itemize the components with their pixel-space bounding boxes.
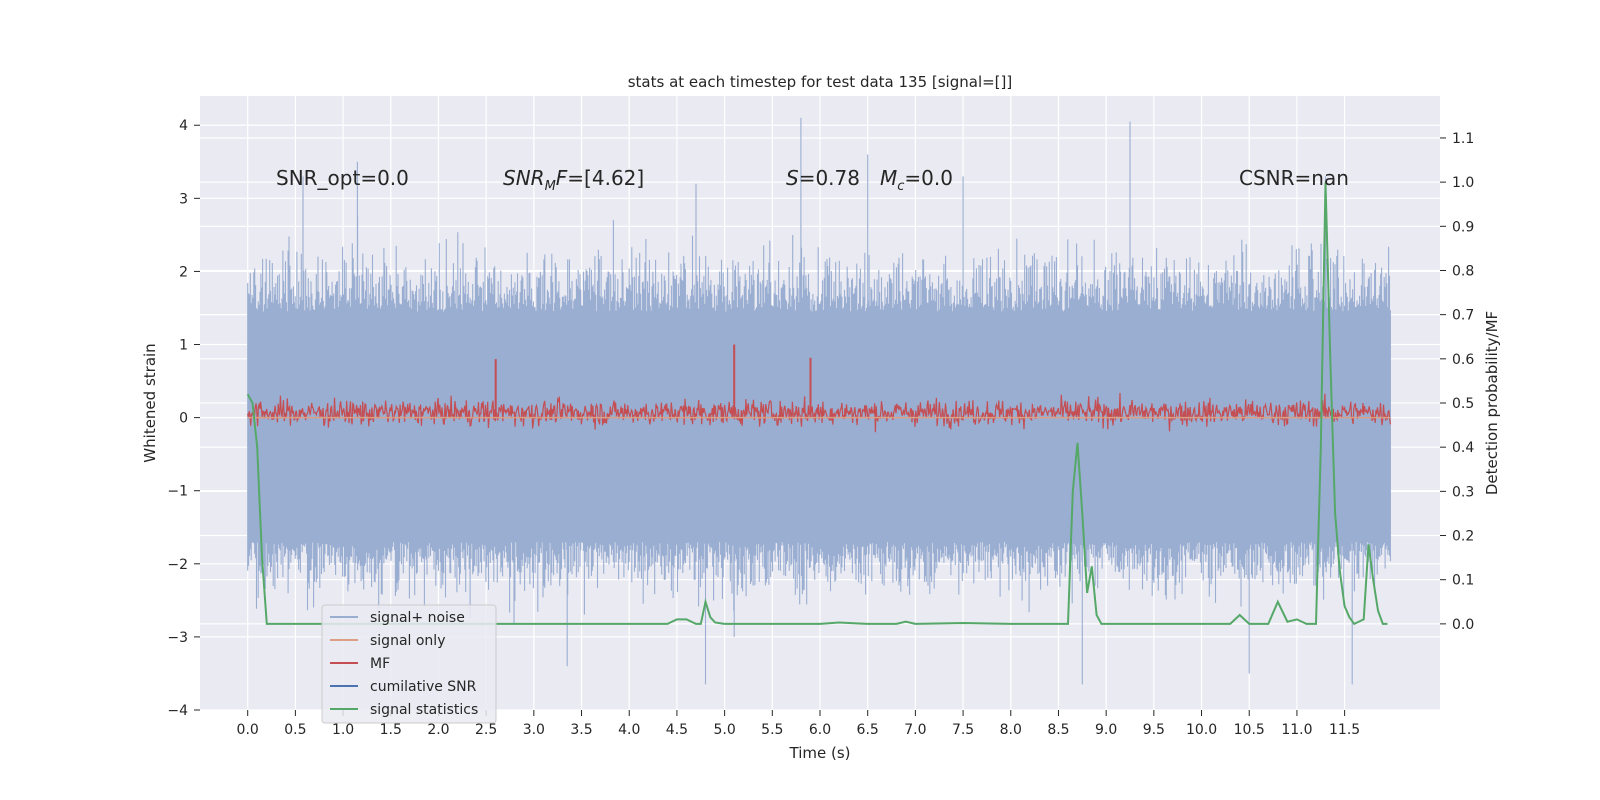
y-tick-label: −4 xyxy=(167,703,188,719)
x-tick-label: 0.0 xyxy=(237,722,259,738)
x-tick-label: 4.5 xyxy=(666,722,688,738)
annotation-snr-mf: SNRMF=[4.62] xyxy=(503,166,644,194)
y2-tick-label: 0.1 xyxy=(1452,573,1474,589)
y-tick-label: 0 xyxy=(179,411,188,427)
x-axis-ticks: 0.0 0.5 1.0 1.5 2.0 2.5 3.0 3.5 4.0 4.5 5.0 5.5 6.0 6… xyxy=(237,710,1360,738)
annotations: SNR_opt=0.0 SNRMF=[4.62] S=0.78 Mc=0.0 C… xyxy=(276,166,1349,194)
y2-tick-label: 0.6 xyxy=(1452,352,1474,368)
x-tick-label: 1.0 xyxy=(332,722,354,738)
y2-tick-label: 1.0 xyxy=(1452,175,1474,191)
y-tick-label: −2 xyxy=(167,557,188,573)
annotation-csnr: CSNR=nan xyxy=(1239,166,1349,190)
x-axis-label: Time (s) xyxy=(789,744,851,762)
x-tick-label: 9.0 xyxy=(1095,722,1117,738)
y2-tick-label: 0.9 xyxy=(1452,219,1474,235)
y2-tick-label: 0.4 xyxy=(1452,440,1474,456)
y2-tick-label: 0.7 xyxy=(1452,308,1474,324)
y2-tick-label: 0.8 xyxy=(1452,263,1474,279)
x-tick-label: 2.0 xyxy=(427,722,449,738)
x-tick-label: 11.5 xyxy=(1329,722,1360,738)
annotation-snr-opt: SNR_opt=0.0 xyxy=(276,166,409,190)
x-tick-label: 3.0 xyxy=(523,722,545,738)
y-tick-label: −1 xyxy=(167,484,188,500)
y-tick-label: 1 xyxy=(179,338,188,354)
y2-axis-ticks: 1.1 1.0 0.9 0.8 0.7 0.6 0.5 0.4 0.3 0.2 0.1 0.0 xyxy=(1440,131,1474,633)
y-tick-label: −3 xyxy=(167,630,188,646)
y2-tick-label: 0.3 xyxy=(1452,484,1474,500)
legend: signal+ noise signal only MF cumilative … xyxy=(321,604,497,724)
annotation-s: S=0.78 xyxy=(786,166,860,190)
x-tick-label: 3.5 xyxy=(570,722,592,738)
legend-label-signal-statistics: signal statistics xyxy=(370,702,478,718)
x-tick-label: 9.5 xyxy=(1143,722,1165,738)
x-tick-label: 7.0 xyxy=(904,722,926,738)
x-tick-label: 1.5 xyxy=(380,722,402,738)
x-tick-label: 5.0 xyxy=(713,722,735,738)
y-axis-label: Whitened strain xyxy=(141,343,159,462)
x-tick-label: 11.0 xyxy=(1281,722,1312,738)
signal-statistics-line xyxy=(246,182,1388,626)
mf-peaks xyxy=(494,344,812,418)
x-tick-label: 2.5 xyxy=(475,722,497,738)
y2-axis-label: Detection probability/MF xyxy=(1483,311,1501,495)
y-axis-ticks: 4 3 2 1 0 −1 −2 −3 −4 xyxy=(167,118,200,719)
x-tick-label: 7.5 xyxy=(952,722,974,738)
x-tick-label: 8.0 xyxy=(1000,722,1022,738)
y2-tick-label: 1.1 xyxy=(1452,131,1474,147)
x-tick-label: 4.0 xyxy=(618,722,640,738)
x-tick-label: 6.0 xyxy=(809,722,831,738)
series-signal-noise xyxy=(247,117,1391,685)
legend-label-cumulative-snr: cumilative SNR xyxy=(370,679,477,695)
x-tick-label: 10.0 xyxy=(1186,722,1217,738)
x-tick-label: 6.5 xyxy=(857,722,879,738)
legend-label-signal-noise: signal+ noise xyxy=(370,610,465,626)
x-tick-label: 5.5 xyxy=(761,722,783,738)
y-tick-label: 4 xyxy=(179,118,188,134)
y2-tick-label: 0.0 xyxy=(1452,617,1474,633)
y2-tick-label: 0.2 xyxy=(1452,529,1474,545)
annotation-mc: Mc=0.0 xyxy=(880,166,953,194)
legend-box xyxy=(321,604,497,724)
x-tick-label: 10.5 xyxy=(1234,722,1265,738)
legend-label-mf: MF xyxy=(370,656,390,672)
x-tick-label: 0.5 xyxy=(284,722,306,738)
y-tick-label: 3 xyxy=(179,191,188,207)
y-tick-label: 2 xyxy=(179,264,188,280)
x-tick-label: 8.5 xyxy=(1047,722,1069,738)
legend-label-signal-only: signal only xyxy=(370,633,445,649)
chart-title: stats at each timestep for test data 135… xyxy=(628,73,1013,91)
y2-tick-label: 0.5 xyxy=(1452,396,1474,412)
series-signal-statistics xyxy=(246,182,1388,626)
